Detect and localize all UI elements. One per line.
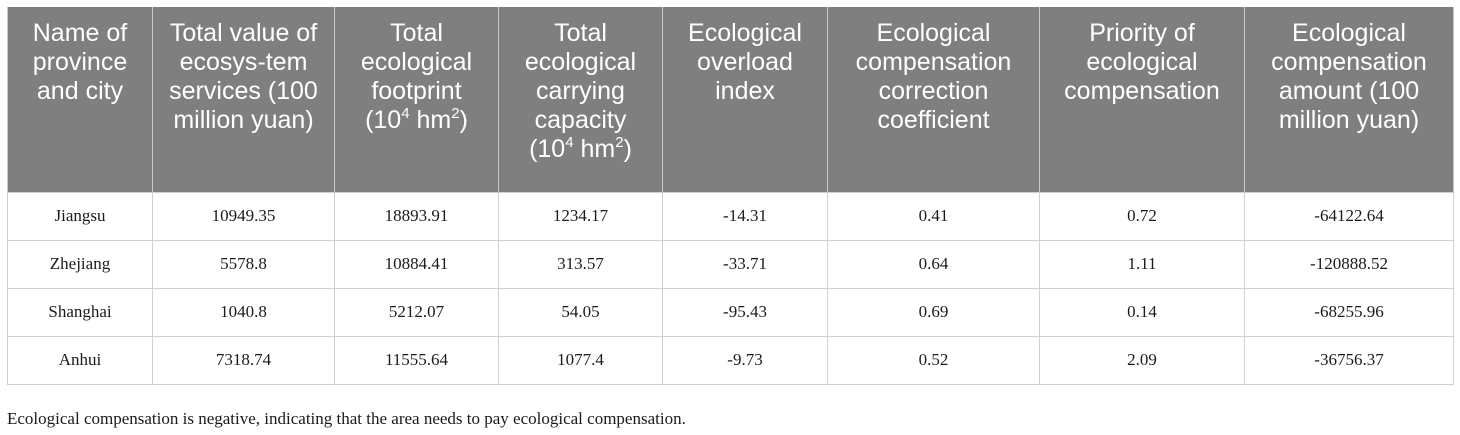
table-row: Anhui 7318.74 11555.64 1077.4 -9.73 0.52… bbox=[7, 335, 1454, 385]
cell-capacity: 1234.17 bbox=[498, 191, 663, 241]
header-overload-label: Ecological overload index bbox=[688, 19, 802, 105]
cell-total-value: 7318.74 bbox=[152, 335, 335, 385]
data-table: Name of province and city Total value of… bbox=[7, 7, 1454, 385]
cell-capacity: 1077.4 bbox=[498, 335, 663, 385]
header-capacity-unit: (104 hm2) bbox=[529, 134, 632, 163]
header-capacity: Total ecological carrying capacity (104 h… bbox=[498, 7, 663, 192]
header-overload: Ecological overload index bbox=[662, 7, 828, 192]
table-row: Jiangsu 10949.35 18893.91 1234.17 -14.31… bbox=[7, 191, 1454, 241]
header-total-value: Total value of ecosys-tem services (100 … bbox=[152, 7, 335, 192]
header-amount-label: Ecological compensation amount (100 mill… bbox=[1271, 19, 1427, 134]
cell-capacity: 313.57 bbox=[498, 239, 663, 289]
cell-priority: 2.09 bbox=[1039, 335, 1245, 385]
cell-correction: 0.69 bbox=[827, 287, 1040, 337]
header-correction-label: Ecological compensation correction coeff… bbox=[855, 19, 1012, 134]
cell-province: Jiangsu bbox=[7, 191, 153, 241]
header-correction: Ecological compensation correction coeff… bbox=[827, 7, 1040, 192]
cell-amount: -64122.64 bbox=[1244, 191, 1454, 241]
table-row: Zhejiang 5578.8 10884.41 313.57 -33.71 0… bbox=[7, 239, 1454, 289]
cell-footprint: 11555.64 bbox=[334, 335, 499, 385]
header-priority: Priority of ecological compensation bbox=[1039, 7, 1245, 192]
cell-amount: -68255.96 bbox=[1244, 287, 1454, 337]
cell-overload: -14.31 bbox=[662, 191, 828, 241]
cell-footprint: 18893.91 bbox=[334, 191, 499, 241]
header-row: Name of province and city Total value of… bbox=[7, 7, 1454, 192]
header-amount: Ecological compensation amount (100 mill… bbox=[1244, 7, 1454, 192]
cell-total-value: 5578.8 bbox=[152, 239, 335, 289]
cell-overload: -9.73 bbox=[662, 335, 828, 385]
cell-overload: -33.71 bbox=[662, 239, 828, 289]
cell-priority: 0.72 bbox=[1039, 191, 1245, 241]
table-footnote: Ecological compensation is negative, ind… bbox=[7, 409, 686, 428]
cell-priority: 1.11 bbox=[1039, 239, 1245, 289]
header-name-label: Name of province and city bbox=[32, 19, 128, 105]
header-footprint-unit: (104 hm2) bbox=[365, 105, 468, 134]
cell-total-value: 1040.8 bbox=[152, 287, 335, 337]
header-name: Name of province and city bbox=[7, 7, 153, 192]
cell-capacity: 54.05 bbox=[498, 287, 663, 337]
cell-province: Anhui bbox=[7, 335, 153, 385]
cell-province: Shanghai bbox=[7, 287, 153, 337]
cell-overload: -95.43 bbox=[662, 287, 828, 337]
cell-footprint: 5212.07 bbox=[334, 287, 499, 337]
cell-total-value: 10949.35 bbox=[152, 191, 335, 241]
cell-priority: 0.14 bbox=[1039, 287, 1245, 337]
cell-province: Zhejiang bbox=[7, 239, 153, 289]
header-priority-label: Priority of ecological compensation bbox=[1064, 19, 1220, 105]
cell-correction: 0.41 bbox=[827, 191, 1040, 241]
table-row: Shanghai 1040.8 5212.07 54.05 -95.43 0.6… bbox=[7, 287, 1454, 337]
header-total-value-label: Total value of ecosys-tem services (100 … bbox=[169, 19, 318, 134]
header-capacity-label: Total ecological carrying capacity bbox=[524, 19, 637, 134]
cell-footprint: 10884.41 bbox=[334, 239, 499, 289]
cell-correction: 0.52 bbox=[827, 335, 1040, 385]
cell-amount: -36756.37 bbox=[1244, 335, 1454, 385]
cell-correction: 0.64 bbox=[827, 239, 1040, 289]
header-footprint-label: Total ecological footprint bbox=[360, 19, 473, 105]
header-footprint: Total ecological footprint (104 hm2) bbox=[334, 7, 499, 192]
cell-amount: -120888.52 bbox=[1244, 239, 1454, 289]
